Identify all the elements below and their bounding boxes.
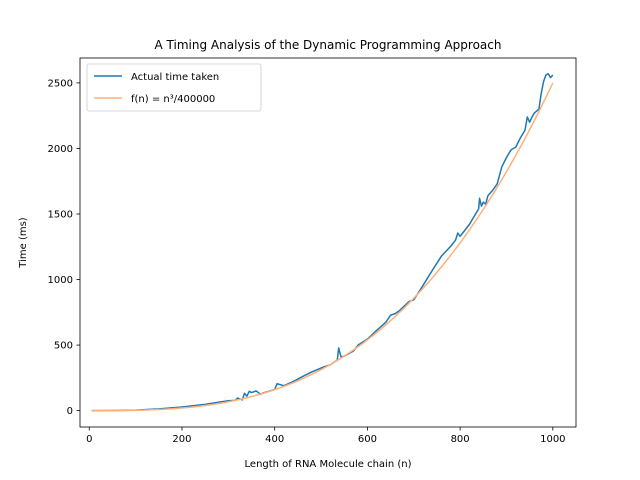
series-line-actual-time [91, 72, 554, 412]
chart-title: A Timing Analysis of the Dynamic Program… [155, 38, 502, 52]
legend-box [86, 63, 262, 112]
plot-area [79, 57, 577, 428]
y-tick-label: 1000 [48, 275, 73, 286]
x-tick-label: 400 [265, 434, 284, 445]
y-axis-label: Time (ms) [18, 217, 29, 269]
y-tick-label: 2500 [48, 78, 73, 89]
x-tick-label: 200 [172, 434, 191, 445]
x-tick-label: 800 [451, 434, 470, 445]
legend: Actual time taken f(n) = n³/400000 [86, 63, 262, 112]
x-axis-label: Length of RNA Molecule chain (n) [245, 459, 412, 470]
y-tick-label: 500 [54, 341, 73, 352]
legend-label-model: f(n) = n³/400000 [131, 94, 215, 105]
x-tick-label: 600 [358, 434, 377, 445]
series-line-model [91, 82, 554, 412]
axes-frame [79, 57, 577, 428]
x-axis: 0 200 400 600 800 1000 [86, 427, 566, 445]
legend-label-actual: Actual time taken [131, 72, 219, 83]
y-axis: 0 500 1000 1500 2000 2500 [48, 78, 80, 417]
y-tick-label: 0 [67, 406, 73, 417]
y-tick-label: 2000 [48, 144, 73, 155]
series-layer [91, 72, 554, 412]
y-tick-label: 1500 [48, 209, 73, 220]
x-tick-label: 1000 [540, 434, 565, 445]
x-tick-label: 0 [86, 434, 92, 445]
